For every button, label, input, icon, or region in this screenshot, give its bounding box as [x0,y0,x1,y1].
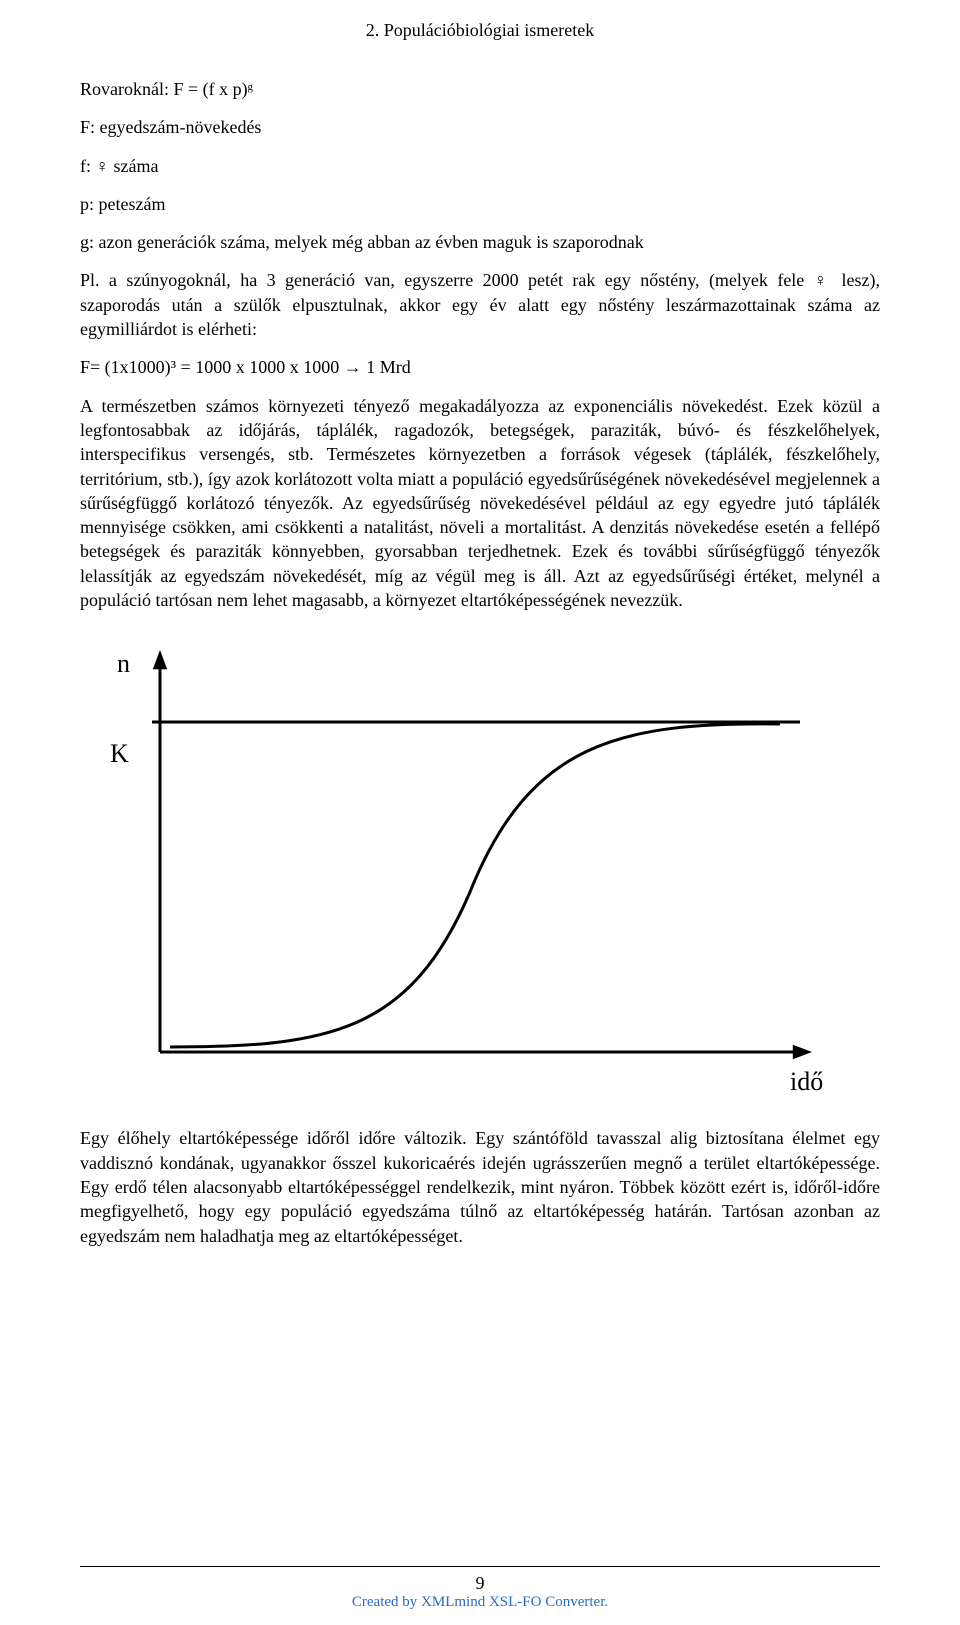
example-calc: F= (1x1000)³ = 1000 x 1000 x 1000 → 1 Mr… [80,355,880,379]
chapter-header: 2. Populációbiológiai ismeretek [80,20,880,41]
converter-credit: Created by XMLmind XSL-FO Converter. [0,1594,960,1611]
page-footer: 9 Created by XMLmind XSL-FO Converter. [0,1566,960,1611]
definition-F: F: egyedszám-növekedés [80,115,880,139]
logistic-growth-chart: n Kidő [80,632,880,1102]
formula-line: Rovaroknál: F = (f x p)ᵍ [80,77,880,101]
svg-text:K: K [110,739,129,768]
page-number: 9 [0,1573,960,1594]
svg-text:idő: idő [790,1067,823,1096]
main-paragraph-2: Egy élőhely eltartóképessége időről időr… [80,1126,880,1247]
footer-rule [80,1566,880,1567]
svg-text:n: n [117,649,130,678]
example-text: Pl. a szúnyogoknál, ha 3 generáció van, … [80,268,880,341]
definition-f: f: ♀ száma [80,154,880,178]
main-paragraph-1: A természetben számos környezeti tényező… [80,394,880,613]
definition-g: g: azon generációk száma, melyek még abb… [80,230,880,254]
chart-svg: n Kidő [80,632,840,1102]
definition-p: p: peteszám [80,192,880,216]
